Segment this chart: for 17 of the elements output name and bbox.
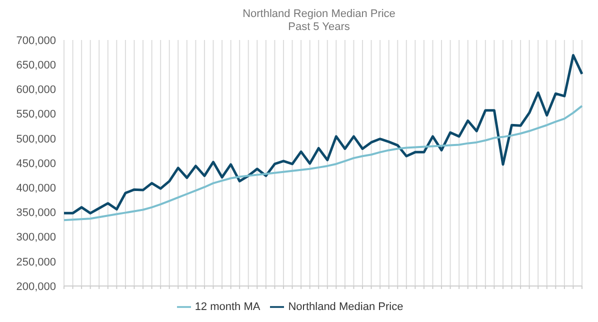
legend-label: 12 month MA [194,300,260,313]
line-series [62,54,584,214]
y-tick-label: 400,000 [16,182,56,195]
y-tick-label: 350,000 [16,207,56,220]
y-tick-label: 500,000 [16,133,56,146]
chart-subtitle: Past 5 Years [287,21,351,34]
chart-title: Northland Region Median Price [242,8,396,21]
y-tick-label: 650,000 [16,60,56,72]
y-tick-label: 250,000 [16,256,56,268]
y-tick-label: 450,000 [16,158,56,170]
y-tick-label: 700,000 [16,34,56,47]
y-tick-label: 300,000 [16,232,56,244]
legend-label: Northland Median Price [288,300,404,313]
y-tick-label: 550,000 [16,108,56,121]
line-series [63,104,583,222]
y-tick-label: 200,000 [16,280,56,293]
y-tick-label: 600,000 [16,84,56,96]
